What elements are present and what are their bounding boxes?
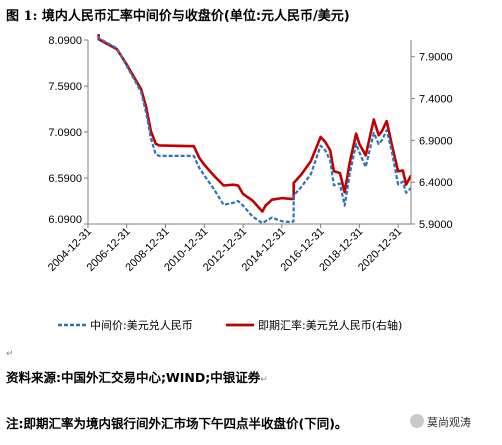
left-tick-label: 7.5900 xyxy=(48,81,82,93)
footnote: 注:即期汇率为境内银行间外汇市场下午四点半收盘价(下同)。 xyxy=(6,416,348,431)
right-tick-label: 7.4000 xyxy=(419,94,453,106)
paragraph-mark: ↵ xyxy=(6,349,14,359)
right-tick-label: 6.4000 xyxy=(419,177,453,189)
watermark: 莫尚观涛 xyxy=(410,414,471,430)
right-tick-label: 6.9000 xyxy=(419,135,453,147)
series-line-central-parity xyxy=(97,34,411,224)
left-tick-label: 7.0900 xyxy=(48,127,82,139)
source-note: 资料来源:中国外汇交易中心;WIND;中银证券↵ xyxy=(6,370,268,385)
series-line-spot-rate xyxy=(97,34,411,213)
right-tick-label: 7.9000 xyxy=(419,52,453,64)
legend-label-spot-rate: 即期汇率:美元兑人民币(右轴) xyxy=(258,318,402,332)
plot-area xyxy=(97,34,411,224)
legend-label-central-parity: 中间价:美元兑人民币 xyxy=(90,318,193,332)
watermark-text: 莫尚观涛 xyxy=(427,416,471,429)
left-tick-label: 6.5900 xyxy=(48,173,82,185)
left-tick-label: 6.0900 xyxy=(48,214,82,226)
left-tick-label: 8.0900 xyxy=(48,35,82,47)
figure-number: 图 1: xyxy=(6,9,38,24)
legend: 中间价:美元兑人民币 即期汇率:美元兑人民币(右轴) xyxy=(58,318,402,332)
figure-title: 境内人民币汇率中间价与收盘价(单位:元人民币/美元) xyxy=(41,9,350,24)
right-tick-label: 5.9000 xyxy=(419,219,453,231)
wechat-logo-icon xyxy=(410,414,424,428)
chart-title: 图 1: 境内人民币汇率中间价与收盘价(单位:元人民币/美元) xyxy=(6,5,350,24)
line-chart: 8.0900 7.5900 7.0900 6.5900 6.0900 7.9000 7.40… xyxy=(46,34,453,332)
